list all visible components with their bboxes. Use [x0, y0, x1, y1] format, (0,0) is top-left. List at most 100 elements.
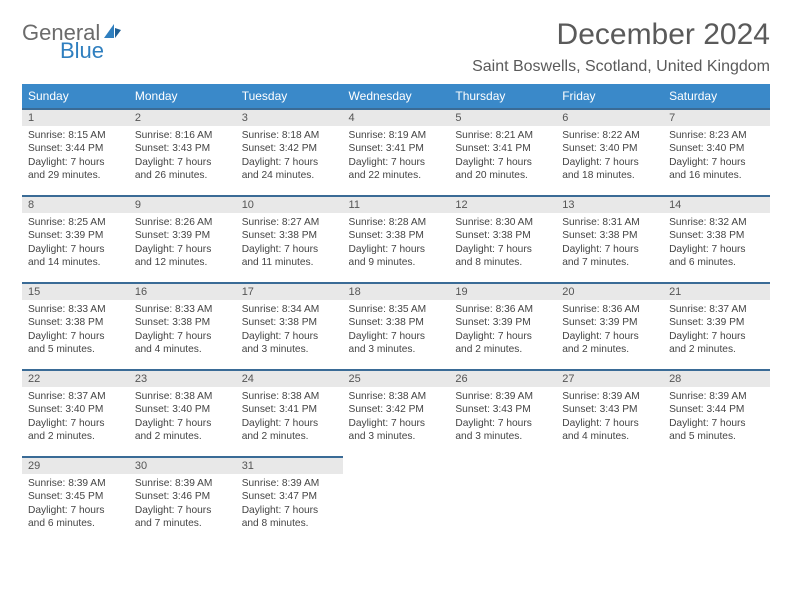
day-details: Sunrise: 8:37 AMSunset: 3:39 PMDaylight:… — [663, 300, 770, 361]
daylight-text-1: Daylight: 7 hours — [135, 330, 230, 343]
sunset-text: Sunset: 3:38 PM — [455, 229, 550, 242]
day-details: Sunrise: 8:28 AMSunset: 3:38 PMDaylight:… — [343, 213, 450, 274]
weekday-header: Wednesday — [343, 84, 450, 108]
day-number: 24 — [236, 369, 343, 387]
sunset-text: Sunset: 3:38 PM — [242, 229, 337, 242]
sunset-text: Sunset: 3:44 PM — [28, 142, 123, 155]
sunrise-text: Sunrise: 8:33 AM — [135, 303, 230, 316]
daylight-text-2: and 5 minutes. — [28, 343, 123, 356]
calendar-day-cell: 31Sunrise: 8:39 AMSunset: 3:47 PMDayligh… — [236, 456, 343, 543]
sunrise-text: Sunrise: 8:35 AM — [349, 303, 444, 316]
daylight-text-2: and 2 minutes. — [242, 430, 337, 443]
calendar-day-cell: 27Sunrise: 8:39 AMSunset: 3:43 PMDayligh… — [556, 369, 663, 456]
sunset-text: Sunset: 3:40 PM — [562, 142, 657, 155]
calendar-week-row: 1Sunrise: 8:15 AMSunset: 3:44 PMDaylight… — [22, 108, 770, 195]
sunrise-text: Sunrise: 8:23 AM — [669, 129, 764, 142]
daylight-text-1: Daylight: 7 hours — [349, 330, 444, 343]
daylight-text-1: Daylight: 7 hours — [28, 504, 123, 517]
calendar-day-cell: 25Sunrise: 8:38 AMSunset: 3:42 PMDayligh… — [343, 369, 450, 456]
sunrise-text: Sunrise: 8:18 AM — [242, 129, 337, 142]
day-number: 31 — [236, 456, 343, 474]
day-details: Sunrise: 8:36 AMSunset: 3:39 PMDaylight:… — [449, 300, 556, 361]
day-details: Sunrise: 8:33 AMSunset: 3:38 PMDaylight:… — [129, 300, 236, 361]
calendar-day-cell: 8Sunrise: 8:25 AMSunset: 3:39 PMDaylight… — [22, 195, 129, 282]
day-number: 26 — [449, 369, 556, 387]
calendar-day-cell: 23Sunrise: 8:38 AMSunset: 3:40 PMDayligh… — [129, 369, 236, 456]
daylight-text-1: Daylight: 7 hours — [669, 156, 764, 169]
sunset-text: Sunset: 3:38 PM — [562, 229, 657, 242]
daylight-text-2: and 6 minutes. — [28, 517, 123, 530]
daylight-text-2: and 8 minutes. — [242, 517, 337, 530]
daylight-text-1: Daylight: 7 hours — [455, 417, 550, 430]
day-number: 4 — [343, 108, 450, 126]
calendar-day-cell: 17Sunrise: 8:34 AMSunset: 3:38 PMDayligh… — [236, 282, 343, 369]
day-details: Sunrise: 8:39 AMSunset: 3:47 PMDaylight:… — [236, 474, 343, 535]
calendar-day-cell: 13Sunrise: 8:31 AMSunset: 3:38 PMDayligh… — [556, 195, 663, 282]
calendar-day-cell: 24Sunrise: 8:38 AMSunset: 3:41 PMDayligh… — [236, 369, 343, 456]
day-details: Sunrise: 8:31 AMSunset: 3:38 PMDaylight:… — [556, 213, 663, 274]
calendar-week-row: 22Sunrise: 8:37 AMSunset: 3:40 PMDayligh… — [22, 369, 770, 456]
daylight-text-2: and 29 minutes. — [28, 169, 123, 182]
day-details: Sunrise: 8:15 AMSunset: 3:44 PMDaylight:… — [22, 126, 129, 187]
day-number: 5 — [449, 108, 556, 126]
daylight-text-2: and 2 minutes. — [669, 343, 764, 356]
sunrise-text: Sunrise: 8:36 AM — [562, 303, 657, 316]
day-details: Sunrise: 8:30 AMSunset: 3:38 PMDaylight:… — [449, 213, 556, 274]
daylight-text-2: and 2 minutes. — [28, 430, 123, 443]
sunrise-text: Sunrise: 8:16 AM — [135, 129, 230, 142]
sunrise-text: Sunrise: 8:32 AM — [669, 216, 764, 229]
sunset-text: Sunset: 3:38 PM — [135, 316, 230, 329]
calendar-day-cell: 4Sunrise: 8:19 AMSunset: 3:41 PMDaylight… — [343, 108, 450, 195]
day-number: 8 — [22, 195, 129, 213]
daylight-text-1: Daylight: 7 hours — [562, 417, 657, 430]
day-number: 2 — [129, 108, 236, 126]
sunrise-text: Sunrise: 8:39 AM — [562, 390, 657, 403]
sunset-text: Sunset: 3:47 PM — [242, 490, 337, 503]
calendar-day-cell: 12Sunrise: 8:30 AMSunset: 3:38 PMDayligh… — [449, 195, 556, 282]
day-number: 9 — [129, 195, 236, 213]
daylight-text-2: and 14 minutes. — [28, 256, 123, 269]
daylight-text-2: and 8 minutes. — [455, 256, 550, 269]
day-details: Sunrise: 8:39 AMSunset: 3:46 PMDaylight:… — [129, 474, 236, 535]
daylight-text-1: Daylight: 7 hours — [669, 243, 764, 256]
day-number: 29 — [22, 456, 129, 474]
day-number: 21 — [663, 282, 770, 300]
sunset-text: Sunset: 3:39 PM — [455, 316, 550, 329]
month-title: December 2024 — [472, 18, 770, 52]
sunrise-text: Sunrise: 8:39 AM — [455, 390, 550, 403]
calendar-day-cell: 18Sunrise: 8:35 AMSunset: 3:38 PMDayligh… — [343, 282, 450, 369]
daylight-text-2: and 3 minutes. — [349, 343, 444, 356]
day-number: 7 — [663, 108, 770, 126]
calendar-day-cell: 7Sunrise: 8:23 AMSunset: 3:40 PMDaylight… — [663, 108, 770, 195]
day-details: Sunrise: 8:39 AMSunset: 3:43 PMDaylight:… — [449, 387, 556, 448]
sunset-text: Sunset: 3:39 PM — [135, 229, 230, 242]
sunset-text: Sunset: 3:39 PM — [562, 316, 657, 329]
sunrise-text: Sunrise: 8:25 AM — [28, 216, 123, 229]
brand-logo: General Blue — [22, 18, 122, 62]
sunset-text: Sunset: 3:41 PM — [349, 142, 444, 155]
day-details: Sunrise: 8:35 AMSunset: 3:38 PMDaylight:… — [343, 300, 450, 361]
day-number: 20 — [556, 282, 663, 300]
weekday-header: Sunday — [22, 84, 129, 108]
calendar-day-cell: 5Sunrise: 8:21 AMSunset: 3:41 PMDaylight… — [449, 108, 556, 195]
sunset-text: Sunset: 3:41 PM — [242, 403, 337, 416]
sunrise-text: Sunrise: 8:33 AM — [28, 303, 123, 316]
daylight-text-1: Daylight: 7 hours — [349, 243, 444, 256]
sunrise-text: Sunrise: 8:38 AM — [242, 390, 337, 403]
sunset-text: Sunset: 3:38 PM — [669, 229, 764, 242]
day-details: Sunrise: 8:38 AMSunset: 3:40 PMDaylight:… — [129, 387, 236, 448]
daylight-text-1: Daylight: 7 hours — [455, 243, 550, 256]
daylight-text-1: Daylight: 7 hours — [28, 156, 123, 169]
daylight-text-1: Daylight: 7 hours — [242, 243, 337, 256]
sunset-text: Sunset: 3:43 PM — [135, 142, 230, 155]
day-number: 18 — [343, 282, 450, 300]
daylight-text-1: Daylight: 7 hours — [28, 243, 123, 256]
day-number: 13 — [556, 195, 663, 213]
sunset-text: Sunset: 3:40 PM — [28, 403, 123, 416]
calendar-day-cell: 14 Sunrise: 8:32 AMSunset: 3:38 PMDayligh… — [663, 195, 770, 282]
daylight-text-2: and 5 minutes. — [669, 430, 764, 443]
daylight-text-2: and 24 minutes. — [242, 169, 337, 182]
sunrise-text: Sunrise: 8:27 AM — [242, 216, 337, 229]
day-number: 15 — [22, 282, 129, 300]
day-number: 14 — [663, 195, 770, 213]
